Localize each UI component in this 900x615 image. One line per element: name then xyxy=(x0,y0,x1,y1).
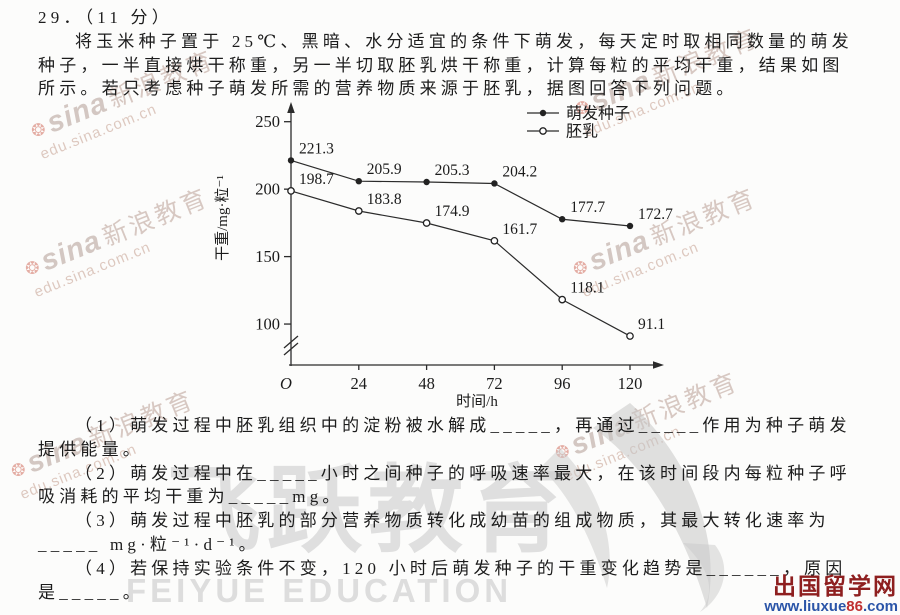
open-circle-marker xyxy=(490,236,499,245)
data-point-label: 205.3 xyxy=(435,162,470,179)
sina-watermark: ❂ sina 新浪教育 edu.sina.com.cn xyxy=(22,184,214,302)
y-axis-arrow xyxy=(287,102,295,113)
data-point-label: 177.7 xyxy=(570,199,605,216)
y-tick-label: 200 xyxy=(255,180,280,199)
open-circle-marker xyxy=(626,332,634,340)
open-circle-marker xyxy=(354,207,363,215)
liuxue-logo: 出国留学网 www.liuxue86.com xyxy=(750,574,898,615)
origin-label: O xyxy=(280,374,292,393)
y-axis-title: 干重/mg·粒⁻¹ xyxy=(214,175,231,261)
stem-line: 将玉米种子置于 25℃、黑暗、水分适宜的条件下萌发，每天定时取相同数量的萌发 xyxy=(75,31,853,51)
dry-weight-chart: 100 150 200 250 24 48 72 96 120 O 时间/h 干重/mg·粒⁻¹ 萌发种… xyxy=(205,98,705,418)
data-point-label: 205.9 xyxy=(367,161,402,178)
data-point-label: 204.2 xyxy=(502,163,537,180)
liuxue-site-name: 出国留学网 xyxy=(773,574,898,599)
sina-logo-icon: ❂ xyxy=(8,458,29,482)
y-tick-label: 150 xyxy=(255,247,280,266)
y-tick-label: 250 xyxy=(255,112,280,131)
data-point-label: 172.7 xyxy=(638,206,673,223)
series-line xyxy=(290,190,631,337)
legend-label: 胚乳 xyxy=(566,123,598,141)
data-point-label: 221.3 xyxy=(299,140,334,157)
open-circle-marker xyxy=(422,219,431,227)
data-point-label: 91.1 xyxy=(638,316,665,333)
data-point-label: 118.1 xyxy=(570,280,604,297)
stem-line: 种子，一半直接烘干称重，另一半切取胚乳烘干称重，计算每粒的平均干重，结果如图 xyxy=(38,55,844,75)
axis-break xyxy=(283,342,299,356)
y-tick-label: 100 xyxy=(255,315,280,334)
x-tick-label: 72 xyxy=(486,374,503,393)
x-tick-label: 96 xyxy=(554,374,571,393)
filled-circle-marker xyxy=(539,109,547,117)
x-axis-title: 时间/h xyxy=(456,393,498,410)
filled-circle-marker xyxy=(355,177,362,185)
question-1-line: （1）萌发过程中胚乳组织中的淀粉被水解成_____，再通过_____作用为种子萌… xyxy=(75,416,851,435)
sub-questions: （1）萌发过程中胚乳组织中的淀粉被水解成_____，再通过_____作用为种子萌… xyxy=(38,414,851,604)
series-germinating-seeds: 221.3 205.9 205.3 204.2 177.7 172.7 xyxy=(287,140,673,230)
open-circle-marker xyxy=(558,295,567,304)
data-point-label: 198.7 xyxy=(299,171,334,188)
x-axis-arrow xyxy=(653,361,664,369)
sina-logo-icon: ❂ xyxy=(22,256,43,280)
feiyue-watermark-cn: 飞跃教育 xyxy=(166,458,571,564)
question-1-line: 提供能量。 xyxy=(38,439,144,459)
question-number: 29．（11 分） xyxy=(38,8,173,27)
filled-circle-marker xyxy=(626,222,634,230)
question-3-line: （3）萌发过程中胚乳的部分营养物质转化成幼苗的组成物质，其最大转化速率为 xyxy=(75,511,830,531)
x-tick-label: 48 xyxy=(418,374,435,393)
legend-entry: 萌发种子 xyxy=(527,105,630,123)
question-3-line: _____ mg·粒⁻¹·d⁻¹。 xyxy=(38,534,260,554)
question-stem: 29．（11 分） 将玉米种子置于 25℃、黑暗、水分适宜的条件下萌发，每天定时… xyxy=(38,6,853,101)
stem-line: 所示。若只考虑种子萌发所需的营养物质来源于胚乳，据图回答下列问题。 xyxy=(38,79,738,99)
legend-entry: 胚乳 xyxy=(527,123,598,141)
series-endosperm: 198.7 183.8 174.9 161.7 118.1 91.1 xyxy=(287,171,665,340)
filled-circle-marker xyxy=(287,157,295,164)
question-4-line: 是_____。 xyxy=(38,582,144,602)
question-4-line: （4）若保持实验条件不变，120 小时后萌发种子的干重变化趋势是______，原… xyxy=(75,558,847,578)
question-2-line: 吸消耗的平均干重为_____mg。 xyxy=(38,487,344,507)
series-line xyxy=(290,159,631,227)
data-point-label: 183.8 xyxy=(367,191,402,208)
open-circle-marker xyxy=(539,127,547,135)
open-circle-marker xyxy=(287,187,295,195)
liuxue-site-url: www.liuxue86.com xyxy=(764,598,898,615)
x-tick-label: 120 xyxy=(618,374,643,393)
legend-label: 萌发种子 xyxy=(566,105,630,123)
filled-circle-marker xyxy=(491,180,498,187)
filled-circle-marker xyxy=(559,216,566,223)
filled-circle-marker xyxy=(423,178,430,186)
feiyue-watermark-en: FEIYUE EDUCATION xyxy=(126,572,513,609)
germination-line-chart: 100 150 200 250 24 48 72 96 120 O 时间/h 干重/mg·粒⁻¹ 萌发种… xyxy=(214,102,673,410)
data-point-label: 161.7 xyxy=(502,221,537,238)
question-2-line: （2）萌发过程中在_____小时之间种子的呼吸速率最大，在该时间段内每粒种子呼 xyxy=(75,463,851,483)
data-point-label: 174.9 xyxy=(435,203,470,220)
feiyue-swoosh-graphic xyxy=(540,403,725,612)
x-tick-label: 24 xyxy=(351,374,368,393)
sina-logo-icon: ❂ xyxy=(28,118,49,142)
axis-break xyxy=(283,335,299,349)
